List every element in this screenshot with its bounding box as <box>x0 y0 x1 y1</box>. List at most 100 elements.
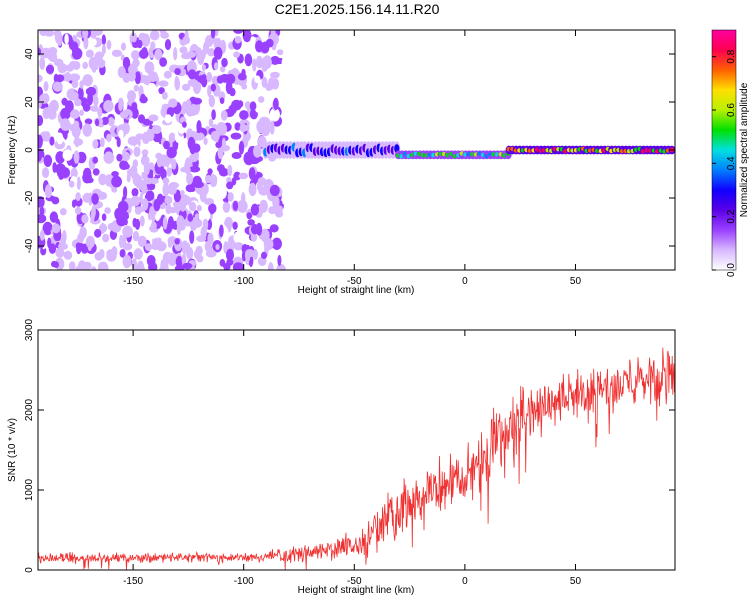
spectrogram-cell-902 <box>342 230 347 239</box>
snr-y-tick-label-3: 3000 <box>24 318 35 341</box>
spectrogram-cell-947 <box>294 107 299 114</box>
spectrogram-cell-743 <box>38 213 47 224</box>
spectrogram-cell-130 <box>237 199 248 213</box>
spectrogram-cell-900 <box>299 115 304 123</box>
spectrogram-x-label: Height of straight line (km) <box>298 285 415 296</box>
spectrogram-cell-559 <box>257 177 267 186</box>
spectrogram-cell-574 <box>167 216 174 230</box>
spectrogram-cell-804 <box>39 56 46 70</box>
spectrogram-cell-493 <box>79 80 84 89</box>
spectrogram-cell-551 <box>207 168 213 175</box>
spectrogram-cell-532 <box>162 177 170 185</box>
colorbar-ticks: 0.0 0.2 0.4 0.6 0.8 <box>712 49 737 277</box>
spectrogram-cell-865 <box>168 185 177 195</box>
spectrogram-cell-348 <box>73 138 84 146</box>
spectrogram-cell-962 <box>345 262 353 268</box>
spectrogram-cell-893 <box>164 114 172 124</box>
snr-x-tick-label-2: -50 <box>347 576 362 587</box>
snr-series-line <box>38 347 675 570</box>
snr-x-label: Height of straight line (km) <box>298 585 415 596</box>
spectrogram-cell-769 <box>151 125 162 134</box>
spectrogram-cell-784 <box>232 200 239 211</box>
spectrogram-cell-414 <box>189 230 195 244</box>
spectrogram-cell-867 <box>85 235 95 249</box>
spectrogram-cell-941 <box>289 51 295 58</box>
snr-y-label: SNR (10 * v/v) <box>7 418 18 482</box>
spectrogram-cell-787 <box>233 51 241 58</box>
spectrogram-cell-614 <box>103 151 115 164</box>
spectrogram-cell-954 <box>287 86 291 95</box>
spectrogram-cell-847 <box>145 190 155 201</box>
spectrogram-cell-782 <box>148 114 159 122</box>
spectrogram-cell-415 <box>65 64 74 72</box>
spectrogram-cell-624 <box>149 30 160 41</box>
colorbar-tick-label-2: 0.4 <box>726 156 737 170</box>
spectrogram-cell-857 <box>142 198 149 211</box>
spectrogram-cell-224 <box>73 150 80 164</box>
spectrogram-cell-897 <box>118 100 123 112</box>
spectrogram-y-label: Frequency (Hz) <box>7 116 18 185</box>
spectrogram-cell-422 <box>221 137 226 150</box>
spectrogram-cell-527 <box>277 254 282 267</box>
spectrogram-cell-344 <box>89 30 97 39</box>
spectrogram-cell-888 <box>141 131 150 144</box>
spectrogram-cell-612 <box>163 140 170 150</box>
spectrogram-cell-47 <box>208 118 214 127</box>
spectrogram-cell-895 <box>118 129 124 139</box>
spectrogram-cell-531 <box>168 241 172 248</box>
spectrogram-cell-678 <box>273 97 279 110</box>
spectrogram-cell-547 <box>233 231 244 244</box>
spectrogram-cell-274 <box>111 171 119 178</box>
spectrogram-cell-745 <box>252 145 262 158</box>
spectrogram-cell-968 <box>297 252 301 259</box>
spectrogram-cell-373 <box>215 244 220 250</box>
spectrogram-panel: -150 -100 -50 0 50 -40 -20 0 20 40 Height of str… <box>7 29 676 296</box>
spectrogram-cell-648 <box>131 258 137 270</box>
spectrogram-cell-877 <box>138 49 149 59</box>
spectrogram-cell-833 <box>62 149 73 161</box>
spectrogram-cell-775 <box>139 95 148 104</box>
spectrogram-cell-863 <box>79 109 84 116</box>
spectrogram-cell-157 <box>141 149 149 156</box>
spectrogram-cell-89 <box>248 182 257 196</box>
colorbar-tick-label-3: 0.6 <box>726 103 737 117</box>
spectrogram-cell-602 <box>168 132 176 143</box>
spectrogram-cell-520 <box>227 192 234 202</box>
spectrogram-cell-466 <box>210 83 216 92</box>
spectrogram-cell-868 <box>244 53 253 67</box>
spectrogram-cell-942 <box>310 263 317 270</box>
spectrogram-cell-543 <box>259 199 268 213</box>
spectrogram-cell-337 <box>250 36 256 44</box>
spectrogram-cell-917 <box>341 89 345 97</box>
spectrogram-cell-452 <box>201 64 206 72</box>
spectrogram-cell-41 <box>84 118 93 125</box>
spectrogram-cell-77 <box>162 182 170 197</box>
spectrogram-cell-672 <box>247 219 255 226</box>
spectrogram-cell-712 <box>217 164 225 173</box>
spectrogram-cell-75 <box>164 195 173 205</box>
spectrogram-cell-840 <box>159 266 167 270</box>
spectrogram-cell-595 <box>174 238 180 245</box>
spectrogram-cell-831 <box>83 35 89 50</box>
spectrogram-cell-686 <box>219 97 225 104</box>
spectrogram-cell-387 <box>64 33 69 45</box>
spectrogram-cell-623 <box>132 123 138 134</box>
spectrogram-cell-827 <box>133 146 141 157</box>
spectrogram-cell-883 <box>250 224 260 235</box>
spectrogram-cell-876 <box>265 83 273 91</box>
spectrogram-cell-839 <box>210 130 220 142</box>
spectrogram-cell-635 <box>186 172 194 185</box>
spectrogram-cell-781 <box>256 119 266 134</box>
spectrogram-cell-675 <box>107 222 118 231</box>
spectrogram-cell-610 <box>180 190 185 197</box>
spectrogram-cell-478 <box>181 101 188 114</box>
spectrogram-cell-768 <box>143 177 154 185</box>
spectrogram-cell-427 <box>271 78 280 90</box>
spectrogram-cell-957 <box>345 167 351 175</box>
spectrogram-cell-195 <box>244 101 252 110</box>
spectrogram-cell-609 <box>98 262 104 270</box>
spectrogram-cell-886 <box>68 180 75 188</box>
spectrogram-cell-930 <box>324 82 331 88</box>
